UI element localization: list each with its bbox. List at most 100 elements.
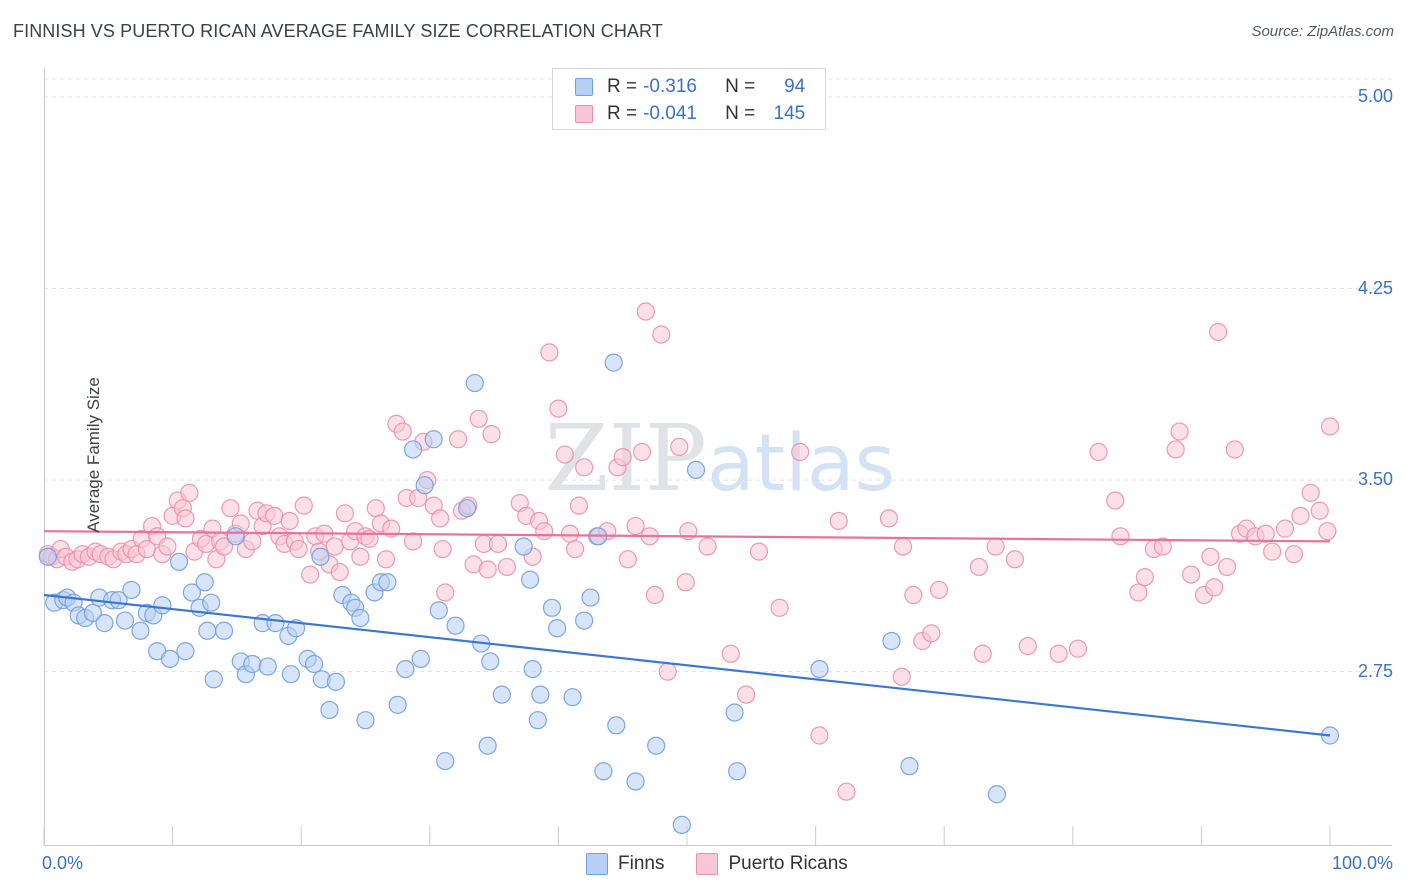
finns-point — [169, 552, 189, 571]
puerto-ricans-point — [469, 409, 488, 428]
puerto-ricans-point — [1225, 440, 1244, 459]
legend-r-label: R = — [607, 76, 638, 97]
finns-point — [131, 621, 150, 640]
legend-row-finns: R = -0.316 N = 94 — [575, 74, 805, 100]
finns-point — [987, 785, 1007, 804]
correlation-legend: R = -0.316 N = 94 R = -0.041 N = 145 — [552, 68, 826, 130]
finns-point — [388, 695, 407, 714]
finns-point — [542, 598, 562, 617]
finns-point — [214, 621, 234, 640]
puerto-ricans-point — [749, 542, 769, 561]
puerto-ricans-point — [929, 580, 949, 600]
y-tick-label-4.25: 4.25 — [1357, 278, 1393, 298]
finns-point — [514, 537, 533, 556]
puerto-ricans-point — [652, 325, 671, 344]
puerto-ricans-point — [1005, 550, 1025, 569]
puerto-ricans-point — [770, 598, 789, 617]
finns-point — [900, 757, 919, 776]
puerto-ricans-point — [294, 496, 313, 515]
puerto-ricans-point — [829, 511, 848, 531]
legend-label-finns: Finns — [618, 853, 665, 874]
puerto-ricans-point — [904, 585, 923, 605]
puerto-ricans-point — [555, 445, 574, 464]
finns-point — [115, 611, 135, 630]
x-tick-label-max: 100.0% — [1331, 853, 1393, 873]
puerto-ricans-point — [1106, 491, 1125, 510]
puerto-ricans-point — [265, 506, 284, 525]
puerto-ricans-point — [698, 537, 717, 556]
finns-point — [415, 476, 434, 495]
finns-point — [160, 649, 180, 668]
puerto-ricans-swatch — [575, 105, 593, 123]
puerto-ricans-point — [837, 782, 856, 801]
finns-point — [320, 700, 339, 720]
finns-point — [594, 762, 613, 781]
finns-point — [492, 685, 511, 704]
puerto-ricans-point — [973, 644, 992, 663]
puerto-ricans-point — [626, 516, 645, 536]
puerto-ricans-point — [1291, 506, 1310, 525]
finns-point — [607, 716, 626, 735]
finns-point — [204, 670, 223, 689]
finns-point — [122, 580, 141, 600]
finns-point — [521, 570, 540, 589]
finns-point — [626, 772, 645, 791]
puerto-ricans-point — [632, 442, 652, 462]
finns-point — [436, 751, 455, 771]
finns-point — [411, 649, 430, 668]
puerto-ricans-point — [1205, 578, 1224, 597]
finns-point — [195, 573, 214, 592]
legend-item-finns[interactable]: Finns — [586, 853, 664, 875]
series-legend: Finns Puerto Ricans — [586, 852, 848, 876]
finns-point — [266, 614, 285, 633]
puerto-ricans-point — [613, 448, 632, 467]
finns-point — [403, 440, 423, 459]
finns-point — [243, 654, 262, 674]
puerto-ricans-point — [488, 534, 508, 554]
finns-point — [478, 736, 497, 755]
finns-point — [326, 672, 346, 691]
legend-r-label: R = — [607, 103, 638, 124]
finns-point — [523, 659, 542, 679]
finns-point — [182, 583, 201, 602]
puerto-ricans-point — [560, 524, 580, 543]
puerto-ricans-point — [670, 437, 689, 456]
y-tick-label-5.00: 5.00 — [1357, 86, 1393, 106]
finns-point — [226, 527, 245, 546]
puerto-ricans-point — [448, 430, 468, 449]
finns-point — [356, 711, 375, 730]
puerto-ricans-point — [1129, 583, 1148, 602]
puerto-ricans-point — [214, 537, 234, 556]
puerto-ricans-point — [879, 509, 899, 528]
finns-point — [202, 593, 221, 612]
finns-point — [481, 652, 500, 671]
puerto-ricans-point — [1218, 557, 1237, 577]
finns-point — [728, 762, 747, 781]
puerto-ricans-point — [497, 557, 517, 577]
watermark: ZIPatlas — [545, 405, 896, 512]
puerto-ricans-point — [289, 539, 308, 559]
puerto-ricans-point — [482, 425, 501, 444]
finns-point — [258, 657, 277, 676]
puerto-ricans-point — [1153, 537, 1172, 556]
puerto-ricans-point — [1284, 545, 1304, 564]
finns-point — [882, 631, 901, 651]
chart-title: FINNISH VS PUERTO RICAN AVERAGE FAMILY S… — [13, 21, 663, 41]
puerto-ricans-point — [676, 573, 695, 592]
puerto-ricans-point — [366, 499, 385, 518]
legend-n-label: N = — [725, 76, 756, 97]
puerto-ricans-point — [636, 302, 655, 321]
puerto-ricans-point — [335, 504, 355, 523]
finns-point — [725, 703, 744, 722]
puerto-ricans-point — [645, 585, 664, 605]
puerto-ricans-point — [1201, 547, 1220, 566]
finns-point — [465, 373, 484, 393]
finns-point — [281, 665, 301, 684]
finns-legend-swatch — [586, 853, 608, 875]
legend-item-puerto-ricans[interactable]: Puerto Ricans — [696, 853, 848, 875]
puerto-ricans-point — [1182, 565, 1201, 584]
finns-point — [563, 688, 582, 707]
finns-point — [810, 659, 829, 679]
puerto-ricans-point — [403, 532, 423, 551]
